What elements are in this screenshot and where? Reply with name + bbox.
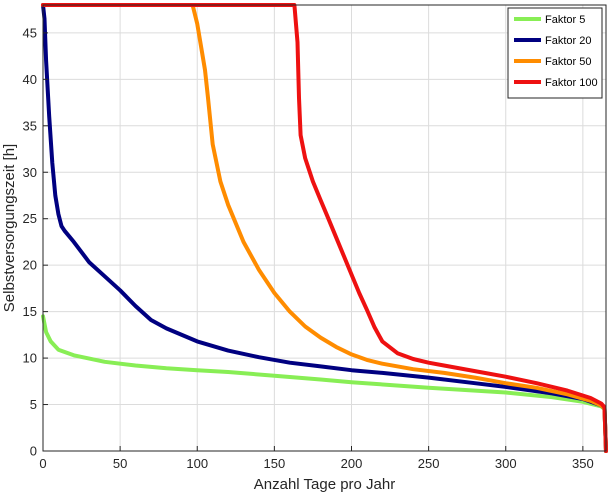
legend-entry: Faktor 100	[545, 77, 598, 89]
legend: Faktor 5 Faktor 20 Faktor 50 Faktor 100	[507, 7, 603, 99]
tick-labels: 0 50 100 150 200 250 300 350 0 5 10 15 20 25 30 35 40 45	[23, 25, 594, 471]
y-tick-label: 5	[30, 397, 37, 412]
y-tick-label: 10	[23, 351, 37, 366]
x-tick-label: 150	[264, 456, 286, 471]
series-line-faktor-5	[41, 314, 608, 453]
series-line-faktor-20	[41, 3, 608, 453]
plot-frame	[42, 4, 607, 452]
x-tick-label: 0	[39, 456, 46, 471]
x-axis-label: Anzahl Tage pro Jahr	[254, 476, 395, 493]
legend-entry: Faktor 5	[545, 14, 585, 26]
y-tick-label: 15	[23, 304, 37, 319]
x-tick-label: 200	[341, 456, 363, 471]
x-tick-label: 50	[113, 456, 127, 471]
legend-entry: Faktor 20	[545, 35, 591, 47]
x-tick-label: 350	[572, 456, 594, 471]
x-tick-label: 250	[418, 456, 440, 471]
y-tick-label: 20	[23, 258, 37, 273]
x-tick-label: 100	[186, 456, 208, 471]
y-tick-label: 45	[23, 25, 37, 40]
y-tick-label: 30	[23, 165, 37, 180]
y-tick-label: 0	[30, 444, 37, 459]
y-tick-label: 35	[23, 118, 37, 133]
legend-entry: Faktor 50	[545, 56, 591, 68]
series-line-faktor-50	[41, 3, 608, 453]
y-axis-label: Selbstversorgungszeit [h]	[1, 144, 18, 312]
y-tick-label: 40	[23, 72, 37, 87]
series-line-faktor-100	[41, 3, 608, 453]
x-tick-label: 300	[495, 456, 517, 471]
series-layer	[41, 3, 608, 453]
y-tick-label: 25	[23, 211, 37, 226]
